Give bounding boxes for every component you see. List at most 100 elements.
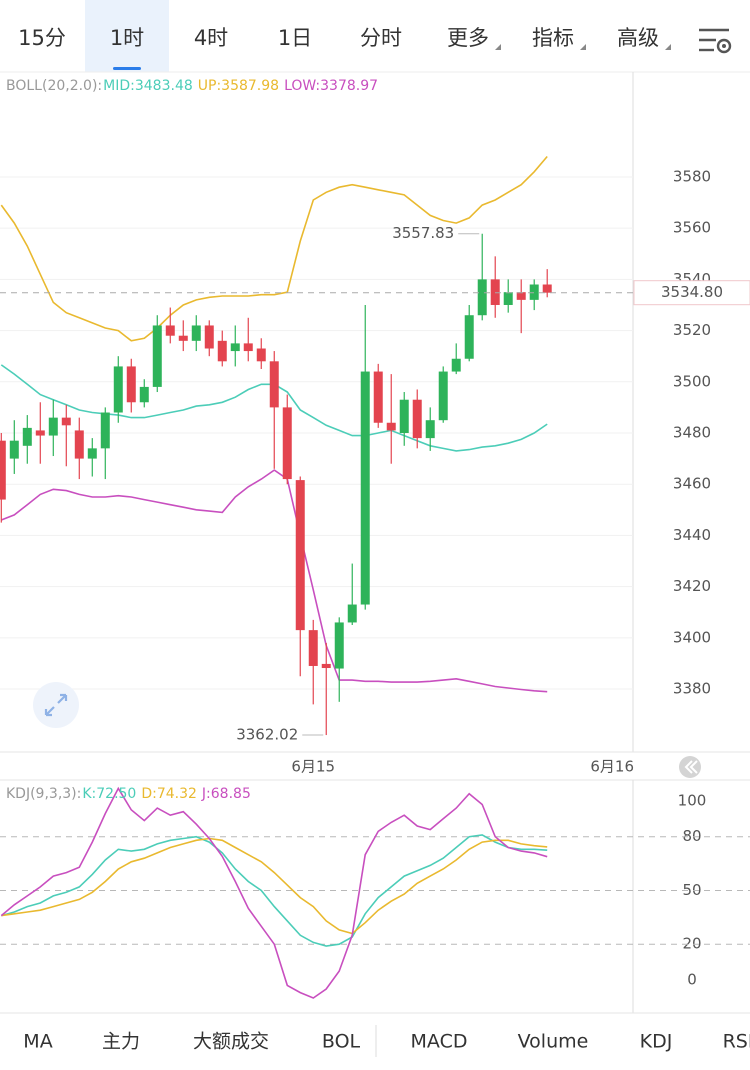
tab[interactable]: 高级 — [617, 26, 659, 50]
indicator-line — [0, 155, 548, 342]
candle-body — [191, 325, 201, 341]
tab[interactable]: 4时 — [194, 26, 228, 50]
plot-area — [0, 786, 548, 999]
legend-entry: LOW:3378.97 — [284, 78, 378, 94]
y-tick-label: 3480 — [673, 423, 711, 441]
kdj-chart: 0 20 50 80 100 KDJ(9,3,3):K:72.50 D:74.32 J:68.… — [0, 786, 750, 999]
candle-body — [113, 366, 123, 413]
legend-prefix: KDJ(9,3,3): — [6, 786, 81, 802]
candle-body — [295, 480, 305, 631]
legend-prefix: BOLL(20,2.0): — [6, 78, 102, 94]
indicator-line — [1, 837, 548, 935]
candle-body — [542, 284, 552, 293]
candle-body — [477, 279, 487, 316]
indicator-tab[interactable]: 主力 — [102, 1031, 140, 1053]
price-chart: 3380340034203440346034803500352035403560… — [0, 78, 750, 776]
candle-body — [204, 325, 214, 349]
candle-body — [9, 440, 19, 459]
indicator-line — [1, 834, 548, 947]
top-bar: 15分 1时 4时 1日 分时 更多 指标 高级 — [18, 0, 671, 72]
candle-body — [22, 427, 32, 446]
candle-body — [503, 292, 513, 305]
indicator-tab[interactable]: MACD — [411, 1031, 468, 1053]
candle-body — [347, 604, 357, 623]
candle-body — [35, 430, 45, 436]
bottom-bar: MA 主力 大额成交 BOL MACD Volume KDJ RSI — [23, 1031, 750, 1053]
last-price-box — [633, 280, 750, 306]
y-tick-label: 3560 — [673, 219, 711, 237]
candle-body — [61, 417, 71, 426]
candle-body — [490, 279, 500, 305]
tab[interactable]: 分时 — [360, 26, 402, 50]
indicator-line — [0, 786, 548, 999]
indicator-tab[interactable]: BOL — [322, 1031, 361, 1053]
indicator-tab[interactable]: 大额成交 — [193, 1031, 269, 1053]
indicator-tab[interactable]: KDJ — [640, 1031, 673, 1053]
y-tick-label: 0 — [687, 971, 697, 989]
last-price-label: 3534.80 — [661, 283, 723, 301]
dropdown-arrow — [665, 44, 671, 50]
candle-body — [451, 358, 461, 372]
dropdown-arrow — [580, 44, 586, 50]
y-tick-label: 50 — [682, 881, 701, 899]
legend: KDJ(9,3,3):K:72.50 D:74.32 J:68.85 — [6, 786, 251, 802]
legend-entry: J:68.85 — [201, 786, 251, 802]
y-tick-label: 100 — [678, 791, 707, 809]
candle-body — [178, 335, 188, 341]
tab-underline — [113, 67, 141, 70]
annotation-label: 3362.02 — [236, 726, 298, 744]
legend-entry: K:72.50 — [82, 786, 136, 802]
candle-body — [217, 340, 227, 362]
candle-body — [425, 420, 435, 439]
candle-body — [48, 417, 58, 436]
tab[interactable]: 1时 — [110, 26, 144, 50]
candle-body — [165, 325, 175, 336]
legend-entry: D:74.32 — [141, 786, 197, 802]
settings-icon[interactable] — [699, 28, 732, 54]
candle-body — [373, 371, 383, 423]
plot-area — [0, 155, 552, 736]
candle-body — [360, 371, 370, 605]
y-tick-label: 3380 — [673, 680, 711, 698]
y-tick-label: 3420 — [673, 577, 711, 595]
candle-body — [126, 366, 136, 403]
candle-body — [386, 422, 396, 431]
y-tick-label: 20 — [682, 935, 701, 953]
indicator-tab[interactable]: MA — [23, 1031, 52, 1053]
tab-highlight — [85, 0, 169, 72]
candle-body — [529, 284, 539, 300]
y-tick-label: 3440 — [673, 526, 711, 544]
tab[interactable]: 1日 — [278, 26, 312, 50]
candle-body — [399, 399, 409, 433]
candle-body — [139, 386, 149, 403]
candle-body — [100, 412, 110, 449]
y-tick-label: 3500 — [673, 372, 711, 390]
candle-body — [0, 440, 6, 500]
indicator-tab[interactable]: RSI — [723, 1031, 750, 1053]
tab[interactable]: 15分 — [18, 26, 66, 50]
legend-entry: MID:3483.48 — [103, 78, 193, 94]
expand-button[interactable] — [33, 682, 79, 728]
tab[interactable]: 指标 — [532, 26, 574, 50]
tab[interactable]: 更多 — [447, 26, 489, 50]
candle-body — [243, 343, 253, 352]
candle-body — [308, 630, 318, 666]
indicator-tab[interactable]: Volume — [518, 1031, 589, 1053]
y-tick-label: 3400 — [673, 628, 711, 646]
y-tick-label: 3460 — [673, 475, 711, 493]
candle-body — [269, 361, 279, 408]
legend-entry: UP:3587.98 — [198, 78, 279, 94]
indicator-line — [1, 469, 548, 693]
legend: BOLL(20,2.0):MID:3483.48 UP:3587.98 LOW:33… — [6, 78, 378, 94]
scroll-latest-button[interactable] — [679, 756, 701, 778]
y-tick-label: 3580 — [673, 167, 711, 185]
annotation-label: 3557.83 — [392, 224, 454, 242]
candle-body — [438, 371, 448, 421]
candle-body — [464, 315, 474, 359]
candle-body — [282, 407, 292, 480]
x-tick-label: 6月16 — [590, 758, 634, 776]
y-tick-label: 80 — [682, 827, 701, 845]
candle-body — [334, 622, 344, 669]
dropdown-arrow — [495, 44, 501, 50]
